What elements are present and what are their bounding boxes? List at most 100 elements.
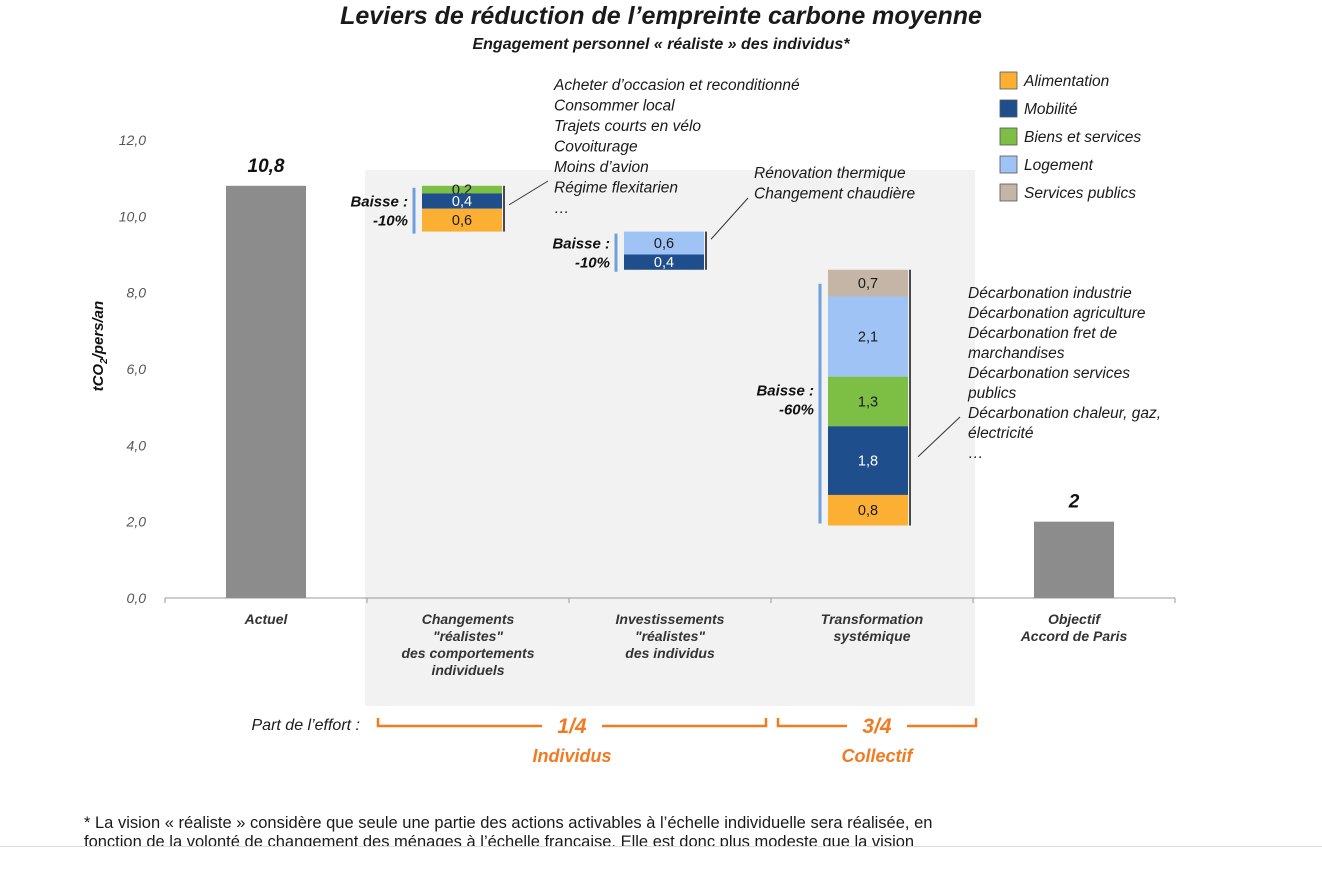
annotation-text: Acheter d’occasion et reconditionné xyxy=(553,77,800,94)
waterfall-segment xyxy=(624,231,704,255)
waterfall-segment xyxy=(828,494,908,526)
annotation-text: … xyxy=(554,200,570,217)
y-tick-label: 6,0 xyxy=(127,361,147,377)
x-category-label: systémique xyxy=(833,628,910,644)
x-category-label: Transformation xyxy=(821,611,923,627)
annotation-text: Décarbonation agriculture xyxy=(968,305,1146,322)
y-tick-label: 10,0 xyxy=(119,208,146,224)
y-tick-label: 0,0 xyxy=(127,590,147,606)
effort-label: Part de l’effort : xyxy=(252,717,361,734)
drop-label: -10% xyxy=(373,213,408,230)
total-bar xyxy=(226,185,306,599)
waterfall-segment-label: 0,4 xyxy=(452,194,472,210)
annotation-connector xyxy=(508,180,549,206)
x-category-label: des comportements xyxy=(401,645,534,661)
waterfall-segment xyxy=(624,254,704,270)
y-axis-label-part: /pers/an xyxy=(90,301,107,360)
drop-label: Baisse : xyxy=(552,236,610,253)
annotation-text: Décarbonation fret de xyxy=(968,325,1117,342)
legend-swatch xyxy=(999,71,1018,90)
effort-bracket-left xyxy=(376,718,542,728)
legend-swatch xyxy=(999,183,1018,202)
x-category-label: "réalistes" xyxy=(635,628,705,644)
effort-bracket-right xyxy=(602,718,768,728)
annotation-text: publics xyxy=(967,385,1016,402)
effort-bracket-right xyxy=(907,718,978,728)
bottom-blank-area xyxy=(0,847,1322,878)
waterfall-segment-label: 0,4 xyxy=(654,255,674,271)
annotation-text: Moins d’avion xyxy=(554,159,649,176)
annotation-connector xyxy=(710,197,749,240)
waterfall-segment-label: 1,8 xyxy=(858,454,878,470)
total-bar xyxy=(1034,521,1114,598)
footnote-line: * La vision « réaliste » considère que s… xyxy=(84,814,933,832)
drop-label: Baisse : xyxy=(350,194,408,211)
drop-label: Baisse : xyxy=(756,383,814,400)
y-axis-label-subscript: 2 xyxy=(99,358,110,365)
legend-label: Biens et services xyxy=(1024,129,1141,146)
waterfall-segment-label: 2,1 xyxy=(858,330,878,346)
waterfall-chart: 0,02,04,06,08,010,012,0tCO2/pers/anActue… xyxy=(90,71,1176,766)
total-bar-value-label: 2 xyxy=(1068,492,1080,513)
legend-label: Alimentation xyxy=(1023,73,1109,90)
annotation-connector xyxy=(917,416,961,458)
x-category-label: Investissements xyxy=(616,611,725,627)
waterfall-segment xyxy=(828,296,908,377)
y-tick-label: 8,0 xyxy=(127,285,147,301)
waterfall-segment xyxy=(828,376,908,427)
legend-label: Services publics xyxy=(1024,185,1136,202)
footnote-line: fonction de la volonté de changement des… xyxy=(84,833,915,847)
total-bar-value-label: 10,8 xyxy=(248,156,285,177)
effort-collectif-fraction: 3/4 xyxy=(862,715,892,738)
bottom-divider xyxy=(0,846,1322,847)
legend-label: Mobilité xyxy=(1024,101,1078,118)
annotation-text: marchandises xyxy=(968,345,1065,362)
annotation-text: Covoiturage xyxy=(554,139,638,156)
annotation-text: Décarbonation services xyxy=(968,365,1130,382)
effort-individus-fraction: 1/4 xyxy=(557,715,587,738)
waterfall-segment xyxy=(828,426,908,495)
annotation-text: Décarbonation industrie xyxy=(968,285,1132,302)
effort-collectif-label: Collectif xyxy=(841,746,914,766)
legend-swatch xyxy=(999,127,1018,146)
x-category-label: des individus xyxy=(625,645,715,661)
waterfall-segment-label: 0,7 xyxy=(858,276,878,292)
y-tick-label: 2,0 xyxy=(126,514,147,530)
effort-bracket-left xyxy=(776,718,847,728)
waterfall-segment-label: 0,6 xyxy=(452,213,472,229)
effort-individus-label: Individus xyxy=(532,746,611,766)
annotation-text: électricité xyxy=(968,425,1034,442)
y-axis-label: tCO2/pers/an xyxy=(90,301,110,392)
annotation-text: Régime flexitarien xyxy=(554,180,678,197)
annotation-text: Rénovation thermique xyxy=(754,165,906,182)
chart-subtitle: Engagement personnel « réaliste » des in… xyxy=(472,36,850,53)
x-category-label: individuels xyxy=(431,662,504,678)
waterfall-segment xyxy=(828,269,908,297)
waterfall-segment xyxy=(422,208,502,232)
x-category-label: "réalistes" xyxy=(433,628,503,644)
x-category-label: Changements xyxy=(422,611,515,627)
drop-label: -10% xyxy=(575,255,610,272)
drop-label: -60% xyxy=(779,402,814,419)
waterfall-segment xyxy=(422,185,502,194)
waterfall-segment-label: 0,8 xyxy=(858,503,878,519)
x-category-label: Actuel xyxy=(244,611,289,627)
legend-swatch xyxy=(999,99,1018,118)
legend-swatch xyxy=(999,155,1018,174)
chart-title: Leviers de réduction de l’empreinte carb… xyxy=(340,2,982,30)
footnote: * La vision « réaliste » considère que s… xyxy=(84,814,1264,847)
waterfall-segment-label: 1,3 xyxy=(858,394,878,410)
x-category-label: Objectif xyxy=(1048,611,1101,627)
annotation-text: Consommer local xyxy=(554,98,675,115)
y-tick-label: 12,0 xyxy=(119,132,146,148)
y-tick-label: 4,0 xyxy=(127,437,147,453)
waterfall-segment xyxy=(422,193,502,209)
annotation-text: Trajets courts en vélo xyxy=(554,118,701,135)
y-axis-label-part: tCO xyxy=(90,364,107,392)
waterfall-segment-label: 0,6 xyxy=(654,236,674,252)
annotation-text: Décarbonation chaleur, gaz, xyxy=(968,405,1161,422)
annotation-text: Changement chaudière xyxy=(754,186,916,203)
annotation-text: … xyxy=(968,445,984,462)
legend-label: Logement xyxy=(1024,157,1094,174)
x-category-label: Accord de Paris xyxy=(1020,628,1128,644)
